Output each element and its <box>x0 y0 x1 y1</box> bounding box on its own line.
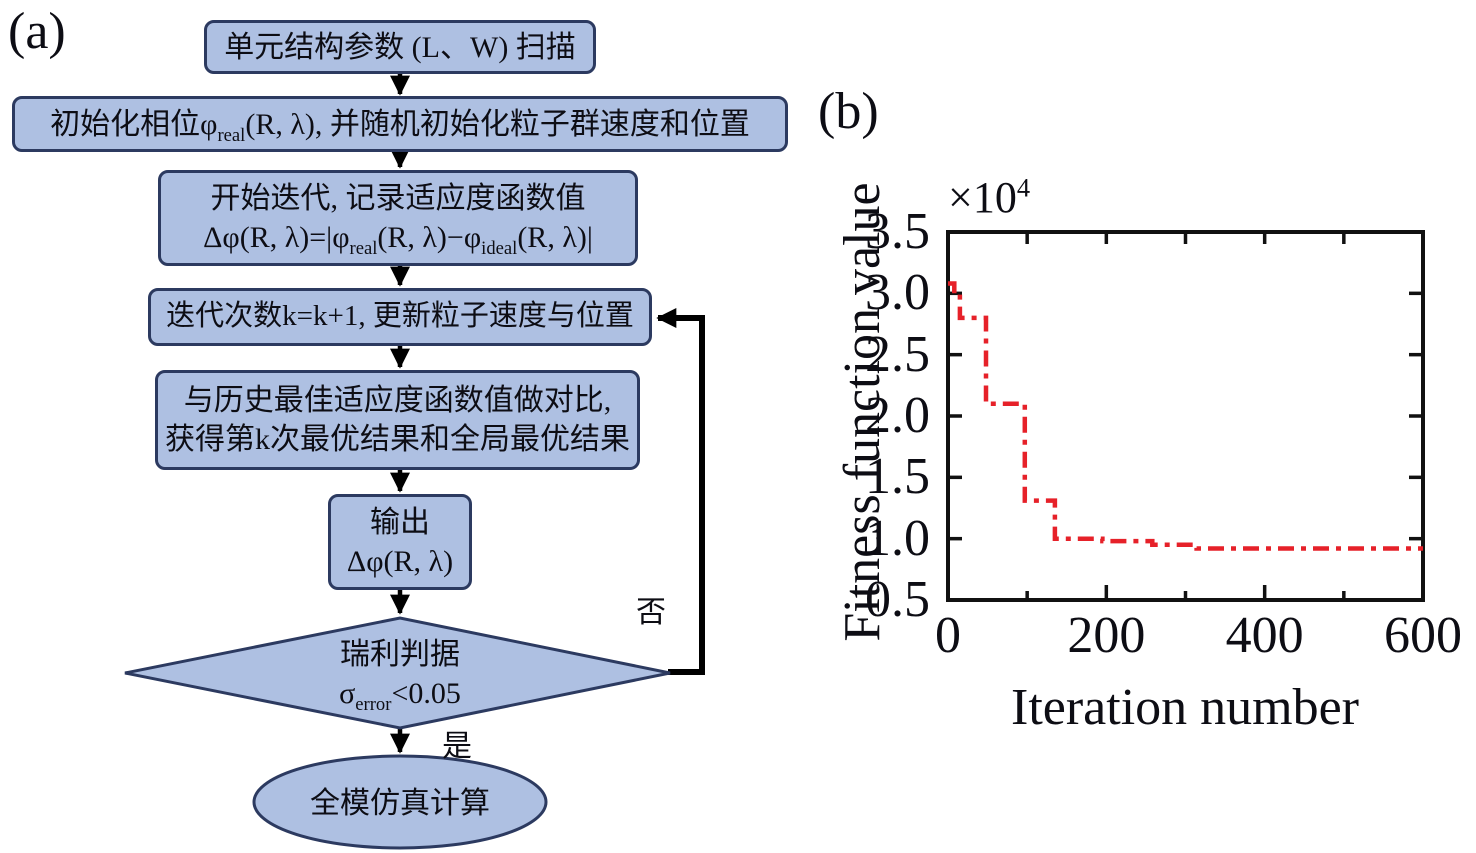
decision-diamond-rayleigh <box>124 616 671 730</box>
step-box-start-iteration: 开始迭代, 记录适应度函数值 Δφ(R, λ)=|φreal(R, λ)−φid… <box>158 170 638 266</box>
fitness-line <box>948 281 1423 551</box>
loop-no-arrow <box>656 308 705 675</box>
step-box-start-iteration-line2: Δφ(R, λ)=|φreal(R, λ)−φideal(R, λ)| <box>203 221 593 259</box>
step-box-output: 输出 Δφ(R, λ) <box>328 494 472 590</box>
axis-ticks <box>948 232 1423 600</box>
step-box-compare-fitness: 与历史最佳适应度函数值做对比, 获得第k次最优结果和全局最优结果 <box>155 370 640 470</box>
step-box-update-particles: 迭代次数k=k+1, 更新粒子速度与位置 <box>148 288 652 346</box>
end-ellipse-text: 全模仿真计算 <box>310 786 490 820</box>
x-tick-label: 600 <box>1384 607 1462 664</box>
step-box-output-line2: Δφ(R, λ) <box>346 545 454 578</box>
axis-scale-label: ×104 <box>948 172 1031 222</box>
y-tick-label: 2.5 <box>865 325 930 383</box>
y-tick-label: 2.0 <box>865 387 930 444</box>
step-box-compare-fitness-line1: 与历史最佳适应度函数值做对比, <box>183 384 612 417</box>
decision-diamond-text: 瑞利判据 σerror<0.05 <box>200 628 600 720</box>
step-box-init-phase: 初始化相位φreal(R, λ), 并随机初始化粒子群速度和位置 <box>12 96 788 152</box>
step-box-update-particles-text: 迭代次数k=k+1, 更新粒子速度与位置 <box>166 300 634 333</box>
y-tick-label: 3.0 <box>865 264 930 322</box>
step-box-init-phase-text: 初始化相位φreal(R, λ), 并随机初始化粒子群速度和位置 <box>50 107 750 146</box>
end-ellipse-simulation <box>252 754 548 850</box>
step-box-start-iteration-line1: 开始迭代, 记录适应度函数值 <box>210 182 586 215</box>
panel-b-label: (b) <box>818 83 879 140</box>
y-tick-label: 3.5 <box>865 203 930 260</box>
x-tick-label: 0 <box>935 607 961 664</box>
x-tick-label: 400 <box>1225 607 1304 664</box>
loop-no-label: 否 <box>636 596 666 629</box>
branch-yes-label: 是 <box>442 730 472 763</box>
y-tick-label: 1.0 <box>865 509 930 567</box>
step-box-param-sweep-text: 单元结构参数 (L、W) 扫描 <box>224 30 576 64</box>
x-axis-label: Iteration number <box>1011 679 1359 736</box>
step-box-output-line1: 输出 <box>370 506 430 539</box>
y-tick-label: 0.5 <box>865 571 930 628</box>
y-tick-label: 1.5 <box>865 448 930 506</box>
x-tick-label: 200 <box>1067 607 1146 664</box>
step-box-compare-fitness-line2: 获得第k次最优结果和全局最优结果 <box>165 423 630 456</box>
panel-a-label: (a) <box>8 3 66 60</box>
decision-diamond-line1: 瑞利判据 <box>340 638 460 671</box>
decision-diamond-line2: σerror<0.05 <box>339 677 461 715</box>
step-box-param-sweep: 单元结构参数 (L、W) 扫描 <box>204 20 596 74</box>
